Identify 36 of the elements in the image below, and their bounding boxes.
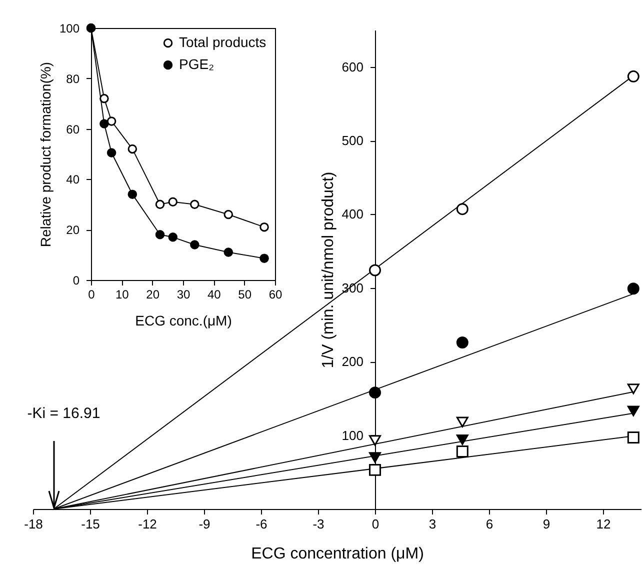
y-axis-title: 1/V (min. unit/nmol product) — [320, 172, 337, 368]
x-tick-label: -3 — [312, 516, 324, 532]
legend-label: PGE₂ — [179, 56, 214, 72]
x-tick-label: 0 — [88, 288, 96, 302]
x-tick-label: 30 — [176, 288, 190, 302]
annotation: -Ki = 16.91 — [27, 405, 100, 422]
x-tick-label: -6 — [256, 516, 268, 532]
x-tick-label: 20 — [146, 288, 160, 302]
x-tick-label: 9 — [542, 516, 550, 532]
x-tick-label: 60 — [268, 288, 282, 302]
y-tick-label: 600 — [342, 59, 364, 74]
legend-label: Total products — [179, 34, 266, 50]
x-axis-title: ECG conc.(μM) — [135, 312, 232, 328]
x-tick-label: 6 — [486, 516, 494, 532]
y-tick-label: 400 — [342, 206, 364, 222]
y-tick-label: 40 — [66, 172, 80, 187]
y-tick-label: 20 — [66, 223, 80, 238]
y-tick-label: 100 — [342, 428, 364, 443]
y-tick-label: 0 — [72, 274, 80, 288]
y-tick-label: 80 — [66, 72, 80, 86]
x-tick-label: 50 — [238, 288, 252, 302]
x-tick-label: -12 — [138, 516, 157, 532]
x-tick-label: 40 — [207, 288, 222, 302]
x-tick-label: -9 — [198, 516, 210, 532]
x-tick-label: -18 — [24, 516, 43, 532]
y-tick-label: 200 — [342, 354, 364, 370]
x-tick-label: -15 — [81, 516, 100, 532]
x-axis-title: ECG concentration (μM) — [251, 546, 424, 562]
y-tick-label: 100 — [59, 22, 80, 36]
x-tick-label: 12 — [596, 516, 611, 532]
y-tick-label: 500 — [342, 133, 364, 148]
x-tick-label: 0 — [372, 516, 380, 532]
y-axis-title: Relative product formation(%) — [37, 62, 54, 248]
x-tick-label: 10 — [115, 288, 130, 302]
x-tick-label: 3 — [428, 516, 436, 532]
y-tick-label: 60 — [66, 122, 80, 136]
